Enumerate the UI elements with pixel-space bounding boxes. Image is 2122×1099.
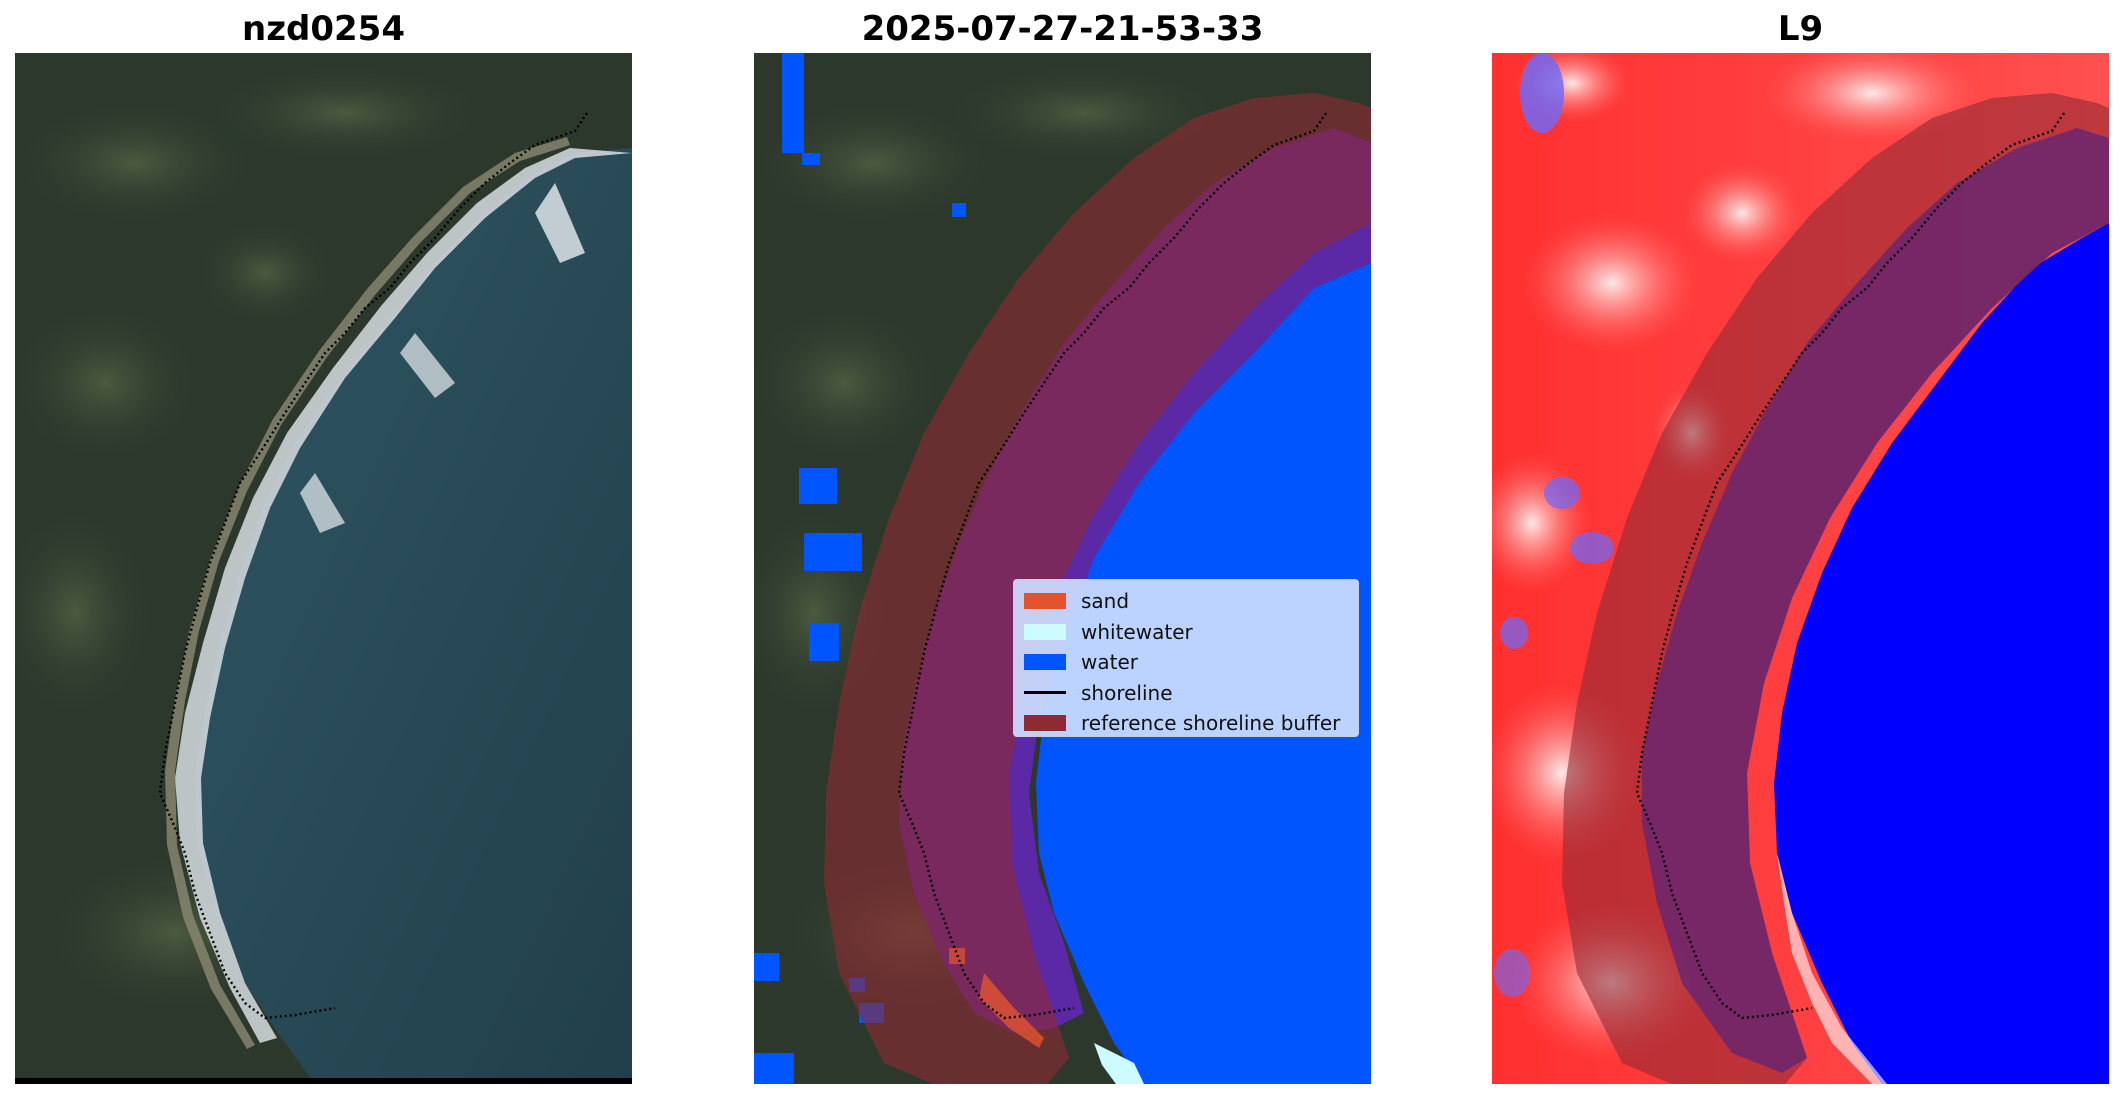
legend-item-water: water bbox=[1024, 647, 1348, 678]
classified-image bbox=[754, 53, 1371, 1084]
legend-item-buffer: reference shoreline buffer bbox=[1024, 708, 1348, 739]
water-blob bbox=[809, 623, 839, 661]
shoreline bbox=[897, 112, 1327, 1020]
legend-item-sand: sand bbox=[1024, 586, 1348, 617]
surf-zone-class bbox=[899, 128, 1371, 1033]
index-image-panel bbox=[1492, 53, 2109, 1084]
water-blob bbox=[799, 468, 837, 504]
shoreline bbox=[158, 112, 588, 1020]
water-blob bbox=[782, 53, 804, 153]
legend-item-whitewater: whitewater bbox=[1024, 617, 1348, 648]
panel-title-classified: 2025-07-27-21-53-33 bbox=[861, 9, 1264, 49]
legend-line-shoreline bbox=[1024, 691, 1066, 695]
legend: sand whitewater water shoreline referenc… bbox=[1013, 579, 1359, 737]
whitewater-class-region bbox=[1094, 1043, 1144, 1084]
sea-area bbox=[195, 148, 632, 1084]
reference-shoreline-buffer bbox=[824, 93, 1371, 1084]
panel-title-rgb: nzd0254 bbox=[242, 9, 405, 49]
legend-label: whitewater bbox=[1081, 619, 1193, 644]
sand-class-region bbox=[979, 973, 1044, 1048]
rgb-image-panel bbox=[15, 53, 632, 1084]
legend-swatch-water bbox=[1024, 654, 1066, 671]
reference-shoreline-buffer bbox=[1562, 93, 2109, 1084]
sand-strip bbox=[165, 137, 570, 1049]
legend-swatch-sand bbox=[1024, 593, 1066, 610]
legend-label: reference shoreline buffer bbox=[1081, 711, 1341, 736]
water-blob bbox=[804, 533, 862, 571]
classified-image-panel bbox=[754, 53, 1371, 1084]
shoreline bbox=[1635, 112, 2065, 1020]
legend-item-shoreline: shoreline bbox=[1024, 678, 1348, 709]
legend-swatch-whitewater bbox=[1024, 623, 1066, 640]
legend-label: shoreline bbox=[1081, 680, 1173, 705]
surf-zone bbox=[175, 148, 632, 1043]
negative-index-area bbox=[1774, 223, 2109, 1084]
panel-title-index: L9 bbox=[1777, 9, 1824, 49]
legend-label: water bbox=[1081, 650, 1138, 675]
rgb-satellite-image bbox=[15, 53, 632, 1084]
index-image bbox=[1492, 53, 2109, 1084]
legend-swatch-buffer bbox=[1024, 715, 1066, 732]
legend-label: sand bbox=[1081, 589, 1130, 614]
